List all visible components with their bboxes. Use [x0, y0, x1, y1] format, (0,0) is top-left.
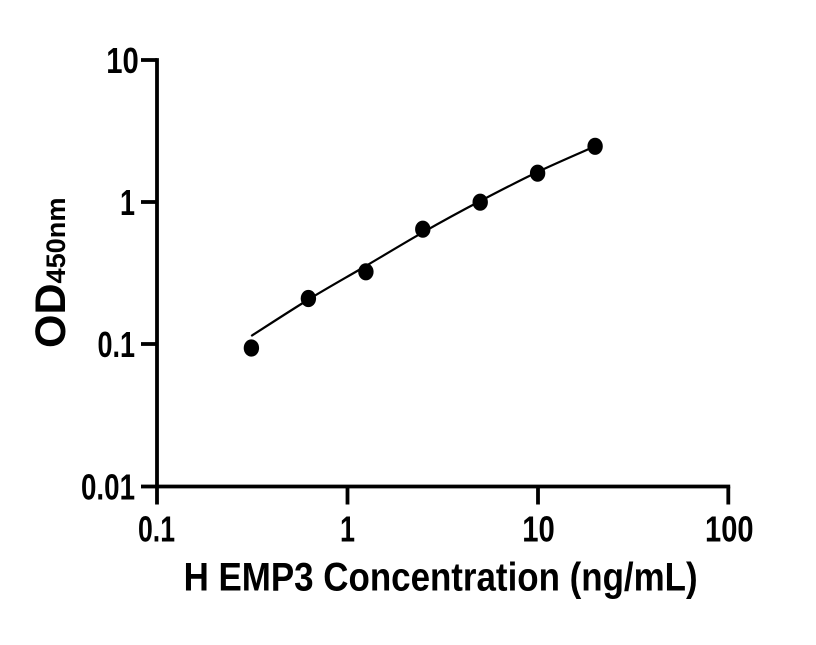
svg-text:10: 10: [522, 508, 555, 549]
svg-text:100: 100: [705, 508, 754, 549]
svg-text:0.1: 0.1: [98, 324, 136, 365]
svg-text:OD450nm: OD450nm: [27, 198, 75, 349]
svg-text:0.1: 0.1: [138, 508, 175, 549]
svg-text:10: 10: [106, 40, 139, 81]
svg-text:0.01: 0.01: [81, 466, 135, 507]
svg-text:H EMP3 Concentration (ng/mL): H EMP3 Concentration (ng/mL): [184, 555, 698, 599]
svg-text:1: 1: [340, 508, 355, 549]
svg-text:1: 1: [120, 182, 135, 223]
